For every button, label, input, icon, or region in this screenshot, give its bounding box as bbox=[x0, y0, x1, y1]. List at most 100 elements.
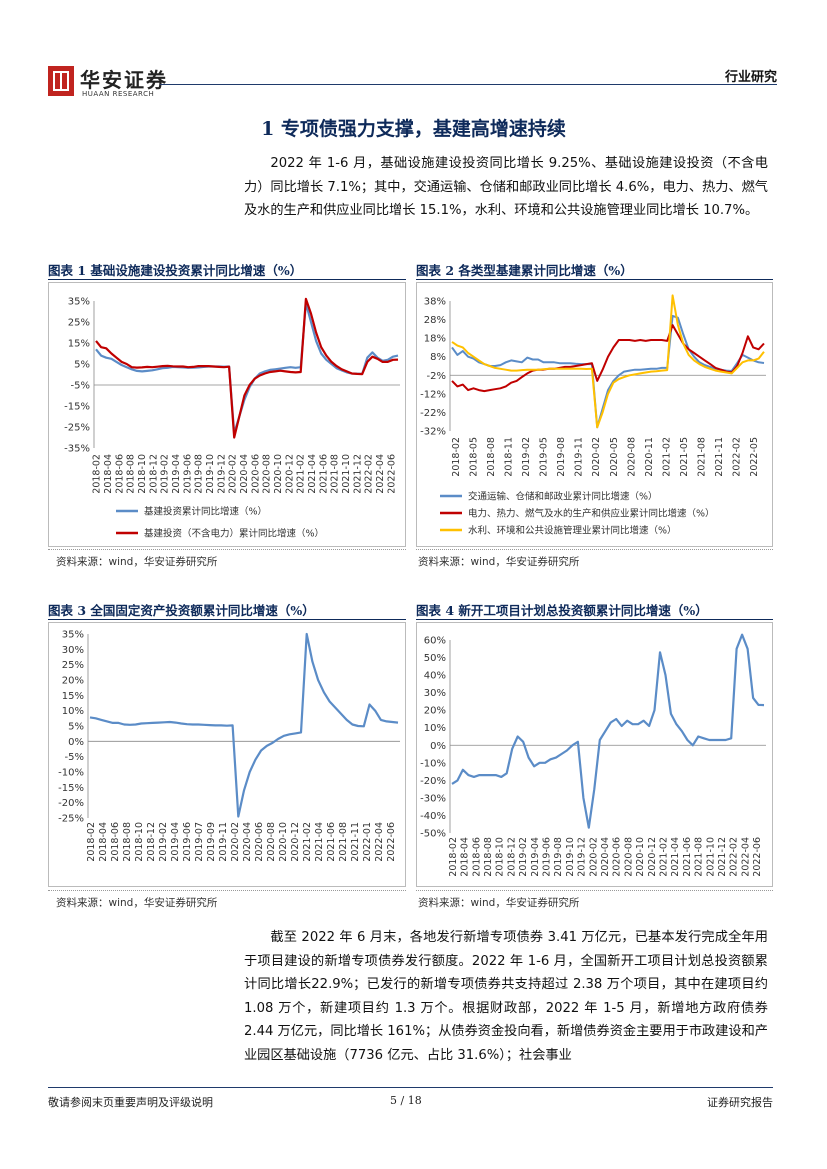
legend-label-1: 交通运输、仓储和邮政业累计同比增速（%） bbox=[468, 491, 658, 503]
x-tick-label: 2021-10 bbox=[705, 837, 716, 877]
figure2-source-rule bbox=[416, 549, 773, 551]
y-tick-label: -35% bbox=[64, 444, 90, 455]
x-tick-label: 2020-10 bbox=[273, 454, 284, 494]
x-tick-label: 2021-06 bbox=[318, 454, 329, 494]
x-tick-label: 2019-11 bbox=[574, 437, 585, 477]
x-tick-label: 2020-10 bbox=[278, 822, 289, 862]
figure3-source: 资料来源：wind，华安证券研究所 bbox=[56, 897, 218, 909]
y-tick-label: 15% bbox=[68, 339, 90, 350]
x-tick-label: 2018-04 bbox=[98, 822, 109, 862]
x-tick-label: 2021-08 bbox=[697, 437, 708, 477]
x-tick-label: 2019-02 bbox=[158, 822, 169, 862]
x-tick-label: 2020-08 bbox=[626, 437, 637, 477]
y-tick-label: 20% bbox=[62, 676, 84, 687]
footer-divider bbox=[48, 1087, 773, 1088]
x-tick-label: 2019-07 bbox=[194, 822, 205, 862]
y-tick-label: -2% bbox=[427, 371, 446, 382]
figure2-rule bbox=[416, 279, 773, 280]
body-paragraph: 截至 2022 年 6 月末，各地发行新增专项债券 3.41 万亿元，已基本发行… bbox=[244, 926, 768, 1067]
chart-frame bbox=[48, 622, 406, 887]
x-tick-label: 2020-02 bbox=[591, 437, 602, 477]
x-tick-label: 2021-02 bbox=[296, 454, 307, 494]
figure4-source: 资料来源：wind，华安证券研究所 bbox=[418, 897, 580, 909]
x-tick-label: 2019-04 bbox=[171, 454, 182, 494]
figure2-chart: 38% 28% 18% 8% -2% -12% -22% -32% 2018-02 2018-05… bbox=[416, 282, 773, 547]
y-tick-label: 0% bbox=[430, 741, 446, 752]
x-tick-label: 2019-08 bbox=[194, 454, 205, 494]
y-tick-label: 30% bbox=[424, 688, 446, 699]
y-tick-label: 38% bbox=[424, 297, 446, 308]
x-tick-label: 2020-12 bbox=[290, 822, 301, 862]
x-tick-label: 2021-08 bbox=[338, 822, 349, 862]
y-tick-label: 40% bbox=[424, 671, 446, 682]
footer-disclaimer: 敬请参阅末页重要声明及评级说明 bbox=[48, 1096, 213, 1109]
legend-label-2: 电力、热力、燃气及水的生产和供应业累计同比增速（%） bbox=[468, 508, 715, 520]
chart-frame bbox=[416, 622, 773, 887]
x-tick-label: 2018-08 bbox=[483, 837, 494, 877]
figure4-title: 图表 4 新开工项目计划总投资额累计同比增速（%） bbox=[416, 603, 708, 618]
x-tick-label: 2019-04 bbox=[530, 837, 541, 877]
x-tick-label: 2018-06 bbox=[114, 454, 125, 494]
x-tick-label: 2019-09 bbox=[206, 822, 217, 862]
x-tick-label: 2021-12 bbox=[717, 837, 728, 877]
y-tick-label: 28% bbox=[424, 315, 446, 326]
y-tick-label: 25% bbox=[68, 318, 90, 329]
x-tick-label: 2019-10 bbox=[565, 837, 576, 877]
x-tick-label: 2021-04 bbox=[307, 454, 318, 494]
x-tick-label: 2020-04 bbox=[242, 822, 253, 862]
y-tick-label: -50% bbox=[420, 829, 446, 840]
x-tick-label: 2018-05 bbox=[468, 437, 479, 477]
y-tick-label: -12% bbox=[420, 389, 446, 400]
figure1-rule bbox=[48, 279, 406, 280]
x-tick-label: 2020-04 bbox=[239, 454, 250, 494]
x-tick-label: 2019-06 bbox=[182, 822, 193, 862]
x-tick-label: 2018-08 bbox=[126, 454, 137, 494]
figure1-title: 图表 1 基础设施建设投资累计同比增速（%） bbox=[48, 263, 303, 278]
x-tick-label: 2019-10 bbox=[205, 454, 216, 494]
x-tick-label: 2020-06 bbox=[612, 837, 623, 877]
y-tick-label: 20% bbox=[424, 706, 446, 717]
y-tick-label: -15% bbox=[58, 783, 84, 794]
x-tick-label: 2019-02 bbox=[160, 454, 171, 494]
y-tick-label: 50% bbox=[424, 653, 446, 664]
x-tick-label: 2018-08 bbox=[486, 437, 497, 477]
x-tick-label: 2018-04 bbox=[460, 837, 471, 877]
x-tick-label: 2019-06 bbox=[541, 837, 552, 877]
series-line-1 bbox=[451, 314, 765, 429]
x-tick-label: 2021-10 bbox=[341, 454, 352, 494]
y-tick-label: -5% bbox=[71, 381, 90, 392]
x-tick-label: 2020-12 bbox=[284, 454, 295, 494]
y-tick-label: -10% bbox=[58, 768, 84, 779]
x-tick-label: 2018-02 bbox=[86, 822, 97, 862]
chart-frame bbox=[48, 282, 406, 547]
x-tick-label: 2021-04 bbox=[670, 837, 681, 877]
x-tick-label: 2021-08 bbox=[330, 454, 341, 494]
figure3-chart: 35% 30% 25% 20% 15% 10% 5% 0% -5% -10% -15% -20% -25… bbox=[48, 622, 406, 887]
y-tick-label: -30% bbox=[420, 793, 446, 804]
y-tick-label: 15% bbox=[62, 691, 84, 702]
intro-paragraph: 2022 年 1-6 月，基础设施建设投资同比增长 9.25%、基础设施建设投资… bbox=[244, 152, 768, 223]
x-tick-label: 2021-04 bbox=[314, 822, 325, 862]
x-tick-label: 2020-10 bbox=[635, 837, 646, 877]
x-tick-label: 2018-06 bbox=[471, 837, 482, 877]
series-line-1 bbox=[451, 633, 765, 829]
x-tick-label: 2020-02 bbox=[228, 454, 239, 494]
x-tick-label: 2022-06 bbox=[752, 837, 763, 877]
header-divider bbox=[160, 84, 777, 85]
x-tick-label: 2021-06 bbox=[326, 822, 337, 862]
x-tick-label: 2022-02 bbox=[732, 437, 743, 477]
legend-label-1: 基建投资累计同比增速（%） bbox=[144, 506, 267, 518]
x-tick-label: 2022-06 bbox=[386, 822, 397, 862]
x-tick-label: 2018-12 bbox=[148, 454, 159, 494]
legend-label-3: 水利、环境和公共设施管理业累计同比增速（%） bbox=[468, 525, 677, 537]
figure2-title: 图表 2 各类型基建累计同比增速（%） bbox=[416, 263, 633, 278]
y-tick-label: 25% bbox=[62, 660, 84, 671]
series-line-2 bbox=[451, 324, 765, 393]
x-tick-label: 2020-05 bbox=[609, 437, 620, 477]
y-tick-label: -32% bbox=[420, 427, 446, 438]
y-tick-label: 10% bbox=[424, 723, 446, 734]
x-tick-label: 2020-12 bbox=[647, 837, 658, 877]
x-tick-label: 2021-02 bbox=[661, 437, 672, 477]
x-tick-label: 2018-12 bbox=[506, 837, 517, 877]
x-tick-label: 2018-06 bbox=[110, 822, 121, 862]
